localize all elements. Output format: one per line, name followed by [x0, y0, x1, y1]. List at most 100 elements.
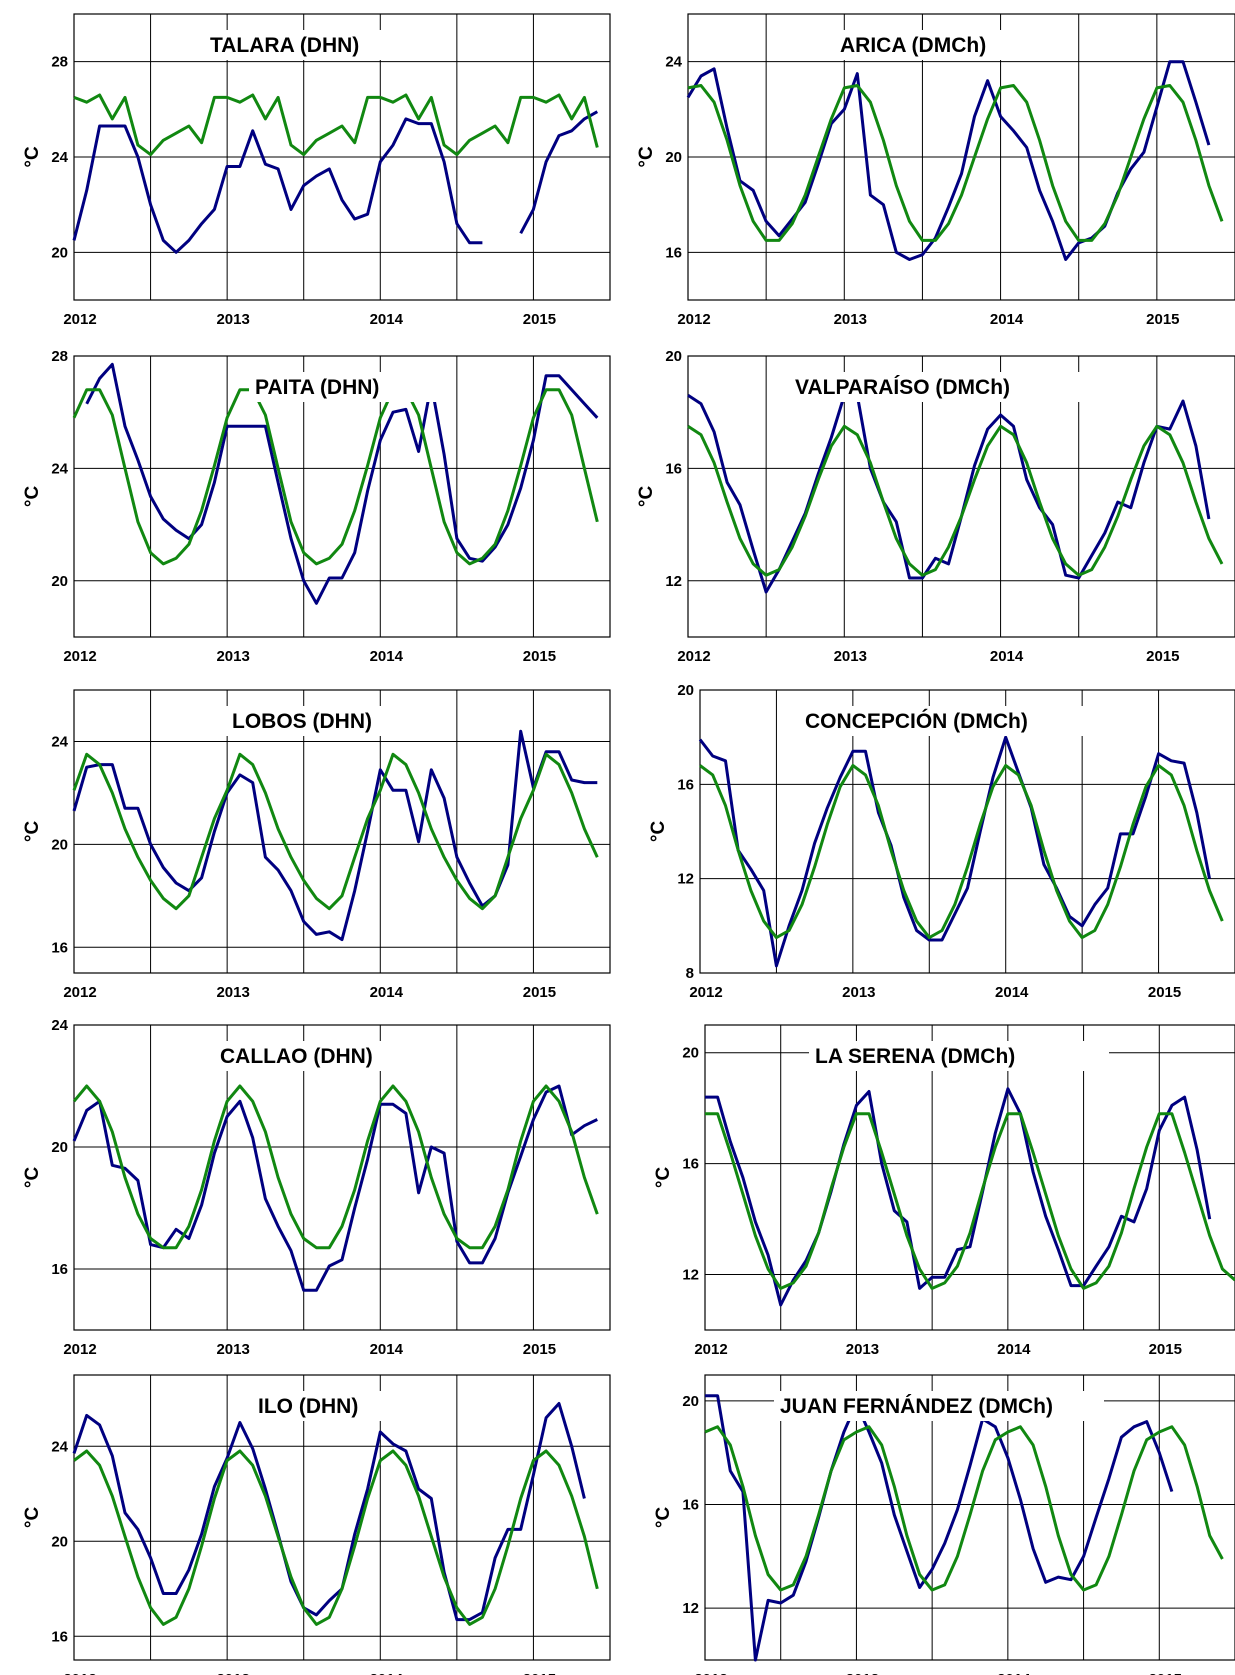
- chart-title: CONCEPCIÓN (DMCh): [805, 709, 1028, 733]
- x-tick-label: 2013: [834, 311, 867, 328]
- panel-la-serena-dmch: 12 16 20 2012 2013 2014 2015 °C LA SERENA (DMCh): [653, 1024, 1235, 1358]
- y-tick-label: 16: [665, 244, 682, 261]
- chart-title: CALLAO (DHN): [220, 1045, 373, 1068]
- title-background: [214, 1041, 424, 1071]
- y-tick-label: 16: [682, 1497, 699, 1514]
- x-tick-label: 2012: [63, 1671, 96, 1675]
- plot-frame: [73, 689, 611, 974]
- x-tick-label: 2014: [370, 984, 404, 1001]
- chart-title: PAITA (DHN): [255, 376, 379, 399]
- chart-title: ILO (DHN): [258, 1395, 358, 1418]
- plot-frame: [73, 1024, 611, 1331]
- y-tick-label: 16: [677, 776, 694, 793]
- y-tick-label: 24: [51, 1438, 68, 1455]
- y-tick-label: 24: [665, 54, 682, 71]
- x-tick-label: 2013: [216, 984, 249, 1001]
- x-tick-label: 2015: [1149, 1671, 1182, 1675]
- series-line-climatology: [73, 1449, 599, 1626]
- series-line-climatology: [687, 84, 1224, 242]
- x-tick-label: 2013: [842, 984, 875, 1001]
- y-axis-label: °C: [22, 1167, 43, 1189]
- y-tick-label: 20: [682, 1045, 699, 1062]
- series-line-climatology: [699, 764, 1224, 940]
- x-tick-label: 2015: [523, 311, 556, 328]
- x-tick-label: 2014: [997, 1341, 1031, 1358]
- plot-frame: [687, 13, 1235, 301]
- y-tick-label: 8: [686, 965, 694, 982]
- x-tick-label: 2015: [523, 984, 556, 1001]
- series-line-climatology: [72, 1084, 599, 1250]
- chart-title: JUAN FERNÁNDEZ (DMCh): [780, 1395, 1053, 1418]
- title-background: [252, 1391, 402, 1421]
- y-tick-label: 12: [677, 871, 694, 888]
- x-tick-label: 2012: [694, 1341, 727, 1358]
- y-tick-label: 12: [682, 1267, 699, 1284]
- chart-title: LA SERENA (DMCh): [815, 1045, 1015, 1068]
- series-line-climatology: [704, 1425, 1224, 1592]
- x-tick-label: 2012: [689, 984, 722, 1001]
- x-tick-label: 2013: [216, 1671, 249, 1675]
- y-tick-label: 16: [51, 1628, 68, 1645]
- y-tick-label: 20: [51, 244, 68, 261]
- plot-frame: [687, 355, 1235, 638]
- title-background: [249, 372, 449, 402]
- plot-frame: [704, 1024, 1235, 1331]
- x-tick-label: 2012: [677, 311, 710, 328]
- y-tick-label: 20: [51, 1139, 68, 1156]
- x-tick-label: 2015: [1148, 984, 1181, 1001]
- x-tick-label: 2013: [216, 311, 249, 328]
- plot-frame: [73, 355, 611, 638]
- chart-title: VALPARAÍSO (DMCh): [795, 376, 1010, 399]
- y-axis-label: °C: [636, 146, 657, 168]
- y-tick-label: 20: [677, 682, 694, 699]
- y-tick-label: 20: [51, 1533, 68, 1550]
- panel-arica-dmch: 16 20 24 2012 2013 2014 2015 °C ARICA (DMCh): [636, 13, 1235, 328]
- panel-paita-dhn: 20 24 28 2012 2013 2014 2015 °C PAITA (DHN): [22, 348, 611, 665]
- y-tick-label: 28: [51, 54, 68, 71]
- x-tick-label: 2015: [1149, 1341, 1182, 1358]
- title-background: [834, 30, 1054, 60]
- y-tick-label: 16: [51, 939, 68, 956]
- y-tick-label: 16: [665, 460, 682, 477]
- y-tick-label: 20: [51, 573, 68, 590]
- x-tick-label: 2013: [216, 648, 249, 665]
- series-line-observed: [85, 362, 599, 605]
- y-tick-label: 20: [682, 1393, 699, 1410]
- x-tick-label: 2015: [523, 1341, 556, 1358]
- y-tick-label: 24: [51, 1017, 68, 1034]
- y-axis-label: °C: [653, 1507, 674, 1529]
- x-tick-label: 2015: [1146, 311, 1179, 328]
- plot-frame: [73, 13, 611, 301]
- series-line-climatology: [705, 1112, 1235, 1290]
- x-tick-label: 2014: [370, 1341, 404, 1358]
- y-tick-label: 20: [665, 149, 682, 166]
- x-tick-label: 2013: [216, 1341, 249, 1358]
- x-tick-label: 2015: [523, 648, 556, 665]
- title-background: [774, 1391, 1104, 1421]
- series-line-climatology: [687, 424, 1224, 577]
- title-background: [799, 706, 1119, 736]
- y-axis-label: °C: [22, 1507, 43, 1529]
- x-tick-label: 2014: [990, 311, 1024, 328]
- y-axis-label: °C: [22, 146, 43, 168]
- x-tick-label: 2013: [846, 1671, 879, 1675]
- y-tick-label: 16: [51, 1261, 68, 1278]
- series-line-climatology: [72, 752, 599, 911]
- x-tick-label: 2012: [63, 311, 96, 328]
- x-tick-label: 2014: [990, 648, 1024, 665]
- panel-talara-dhn: 20 24 28 2012 2013 2014 2015 °C TALARA (DHN): [22, 13, 611, 328]
- x-tick-label: 2014: [997, 1671, 1031, 1675]
- y-axis-label: °C: [636, 486, 657, 508]
- x-tick-label: 2012: [677, 648, 710, 665]
- x-tick-label: 2012: [694, 1671, 727, 1675]
- y-tick-label: 24: [51, 460, 68, 477]
- series-line-observed: [72, 1084, 598, 1292]
- y-tick-label: 20: [51, 836, 68, 853]
- series-line-observed: [72, 110, 599, 254]
- plot-frame: [73, 1374, 611, 1661]
- y-tick-label: 16: [682, 1156, 699, 1173]
- x-tick-label: 2013: [846, 1341, 879, 1358]
- y-tick-label: 20: [665, 348, 682, 365]
- chart-title: ARICA (DMCh): [840, 34, 986, 57]
